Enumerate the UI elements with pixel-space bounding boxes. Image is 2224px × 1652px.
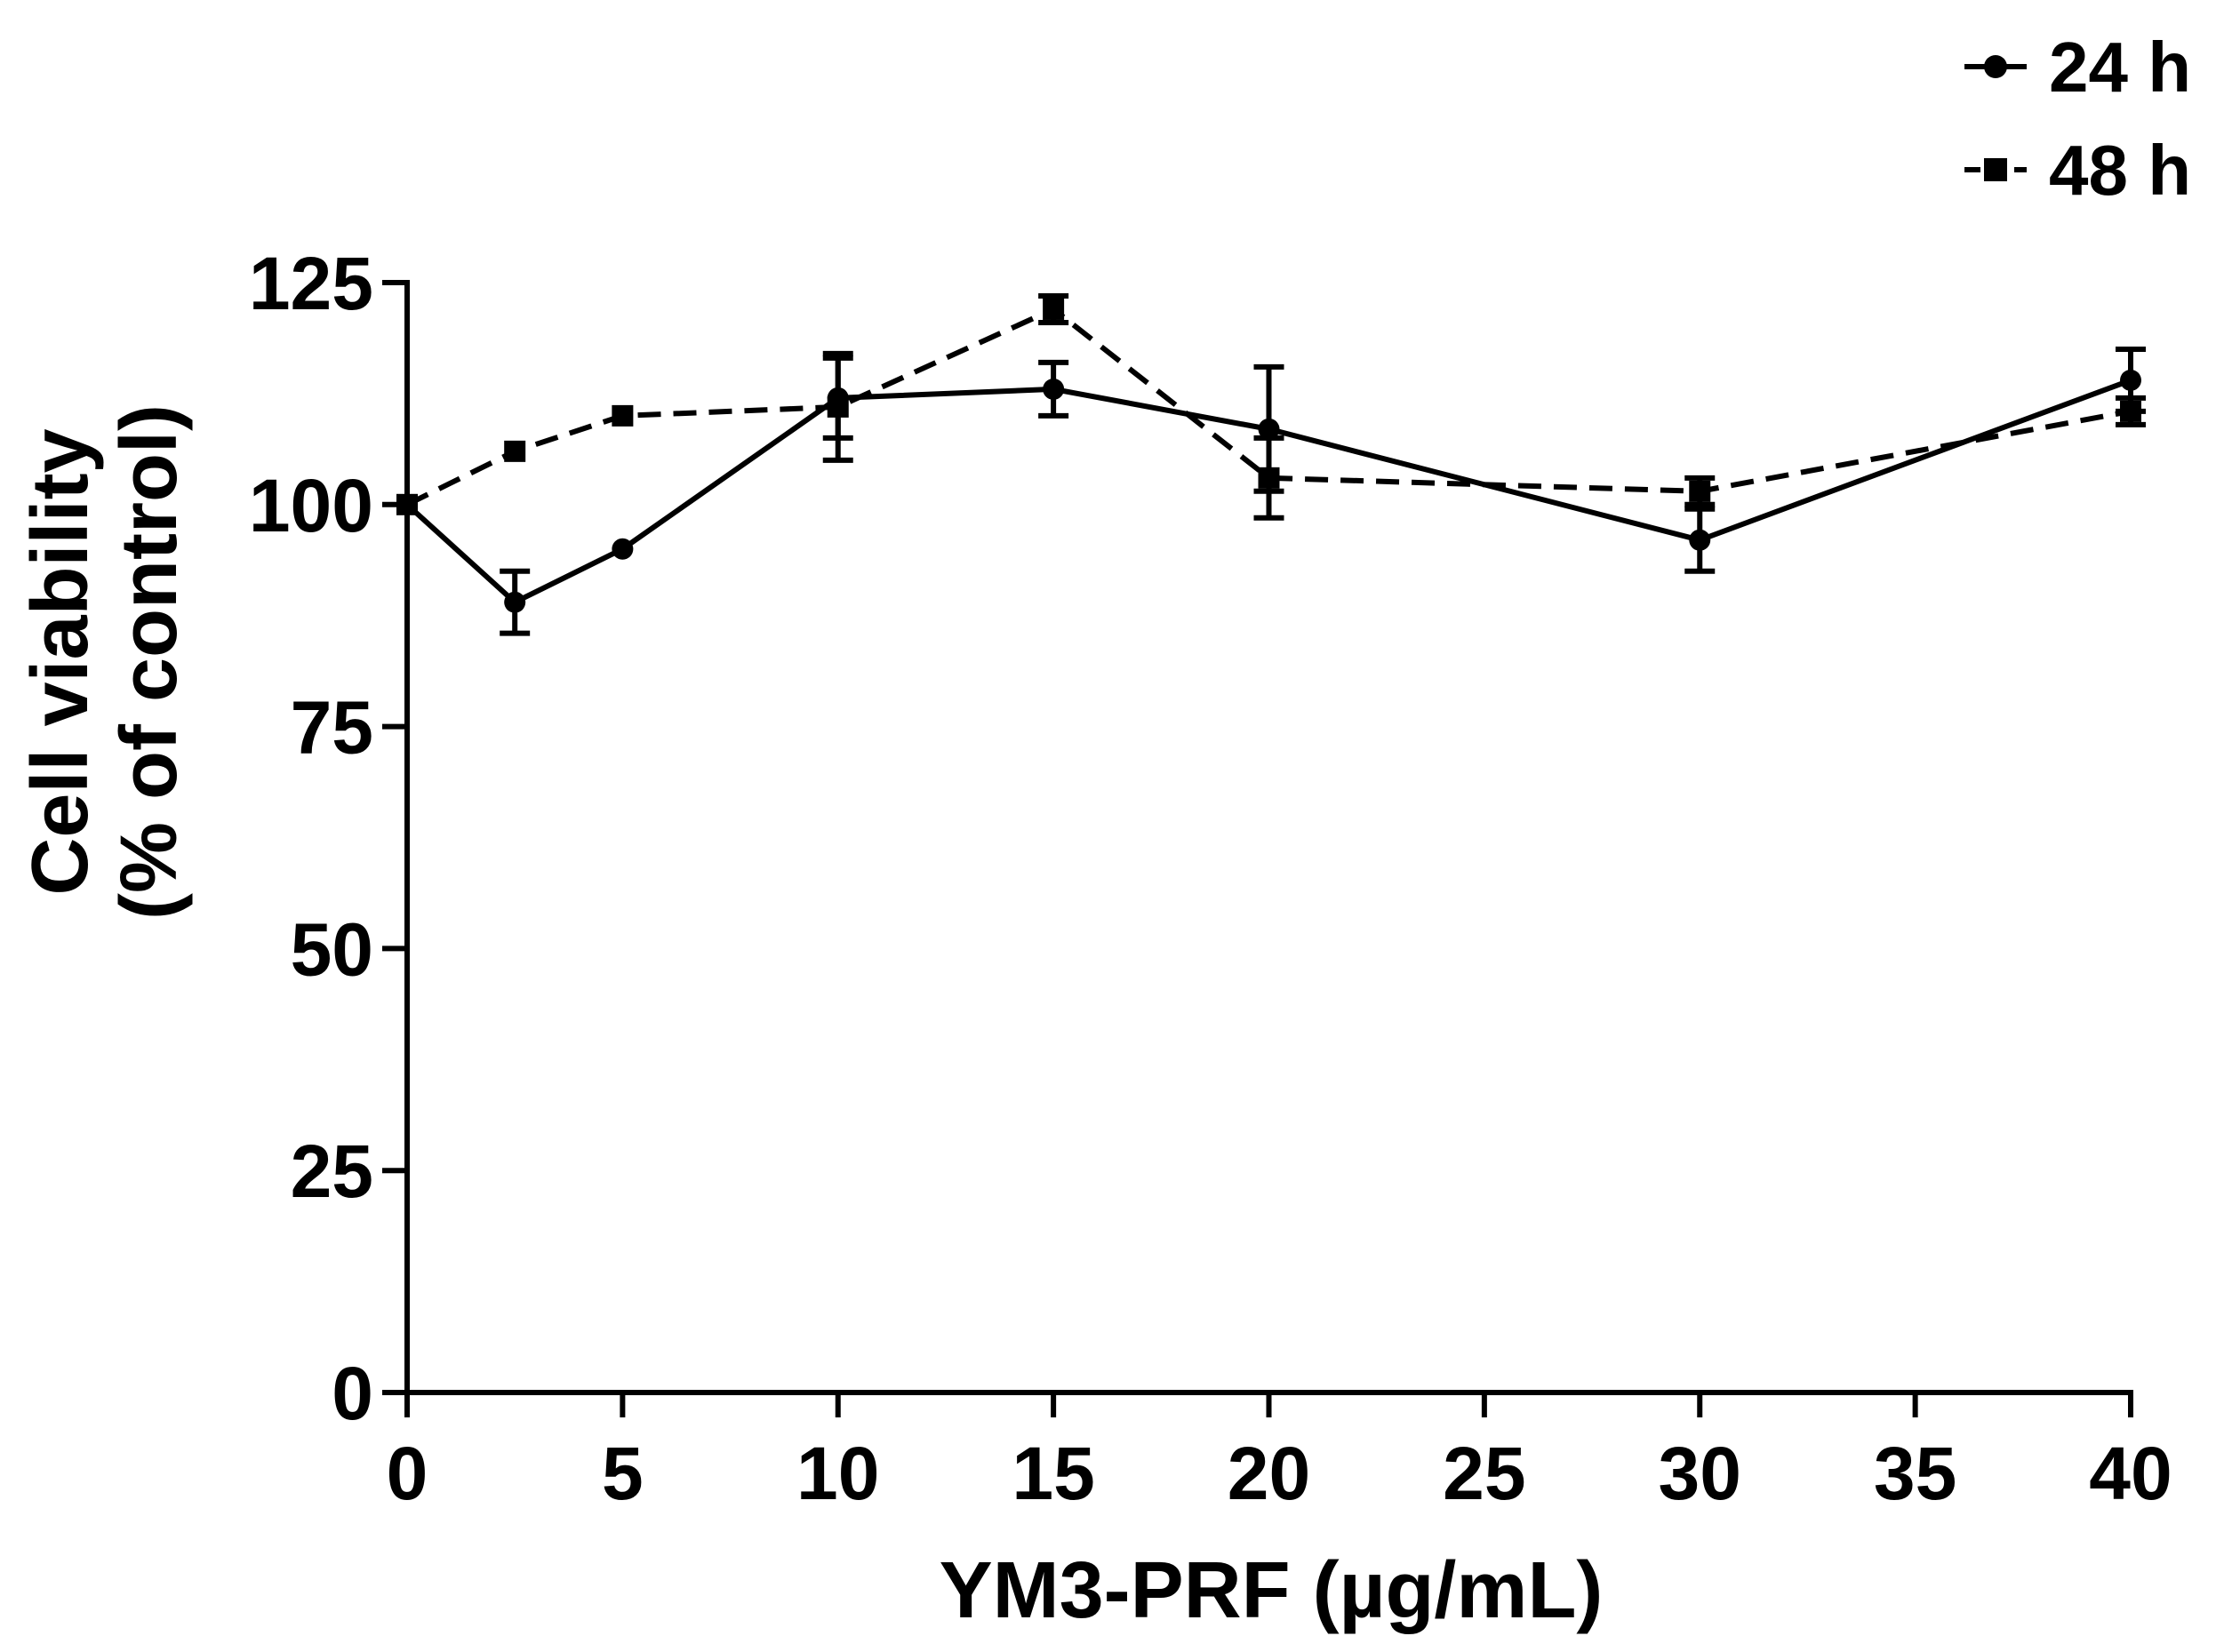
data-point [612, 538, 634, 560]
data-point [827, 395, 849, 418]
data-point [1043, 298, 1065, 320]
legend-label: 24 h [2049, 28, 2191, 107]
data-point [612, 404, 634, 427]
data-point [2120, 369, 2141, 391]
y-ticks: 0 25 50 75 100 125 [249, 242, 407, 1435]
data-point [1689, 480, 1711, 502]
x-tick-label: 30 [1659, 1432, 1741, 1515]
data-point [1258, 467, 1280, 489]
data-point [1689, 529, 1711, 551]
x-ticks: 0 5 10 15 20 25 30 35 40 [387, 1393, 2172, 1515]
legend: 24 h 48 h [1964, 28, 2191, 210]
y-tick-label: 100 [249, 464, 373, 547]
y-tick-label: 0 [332, 1352, 373, 1435]
x-tick-label: 40 [2089, 1432, 2172, 1515]
series-line [404, 378, 2132, 606]
x-tick-label: 0 [387, 1432, 428, 1515]
x-tick-label: 5 [602, 1432, 644, 1515]
legend-item-24-h: 24 h [1964, 28, 2191, 107]
series-48-h [396, 292, 2146, 521]
data-point [504, 591, 526, 613]
series-line [405, 306, 2132, 507]
data-point [1258, 418, 1280, 440]
x-tick-label: 20 [1228, 1432, 1310, 1515]
legend-marker [1984, 55, 2007, 78]
data-point [1043, 378, 1065, 400]
x-tick-label: 35 [1874, 1432, 1956, 1515]
y-tick-label: 75 [291, 686, 373, 770]
x-axis-title: YM3-PRF (µg/mL) [940, 1546, 1604, 1635]
y-tick-label: 25 [291, 1129, 373, 1213]
y-axis-title-line2: (% of control) [105, 404, 194, 920]
data-point [2120, 400, 2141, 422]
x-tick-label: 10 [796, 1432, 879, 1515]
y-tick-label: 125 [249, 242, 373, 325]
legend-marker [1984, 158, 2007, 181]
series-layer [396, 292, 2146, 636]
legend-item-48-h: 48 h [1964, 131, 2191, 210]
data-point [396, 493, 418, 515]
y-tick-label: 50 [291, 907, 373, 991]
y-axis-title-line1: Cell viability [16, 428, 105, 895]
x-tick-label: 25 [1443, 1432, 1525, 1515]
x-tick-label: 15 [1012, 1432, 1094, 1515]
data-point [504, 440, 526, 462]
legend-label: 48 h [2049, 131, 2191, 210]
